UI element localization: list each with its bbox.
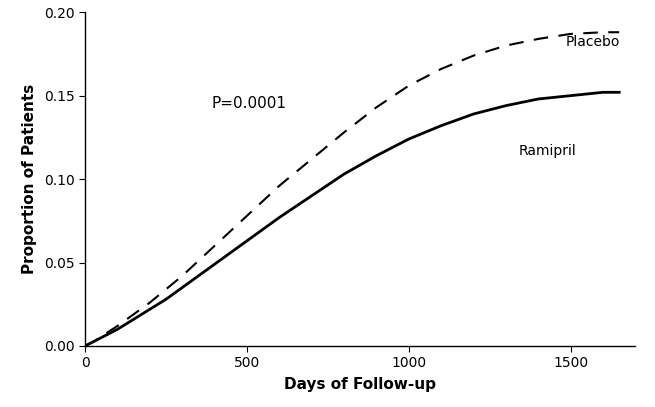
X-axis label: Days of Follow-up: Days of Follow-up	[284, 377, 436, 392]
Y-axis label: Proportion of Patients: Proportion of Patients	[22, 84, 37, 274]
Text: Placebo: Placebo	[566, 35, 620, 49]
Text: Ramipril: Ramipril	[519, 144, 576, 158]
Text: P=0.0001: P=0.0001	[212, 96, 286, 112]
